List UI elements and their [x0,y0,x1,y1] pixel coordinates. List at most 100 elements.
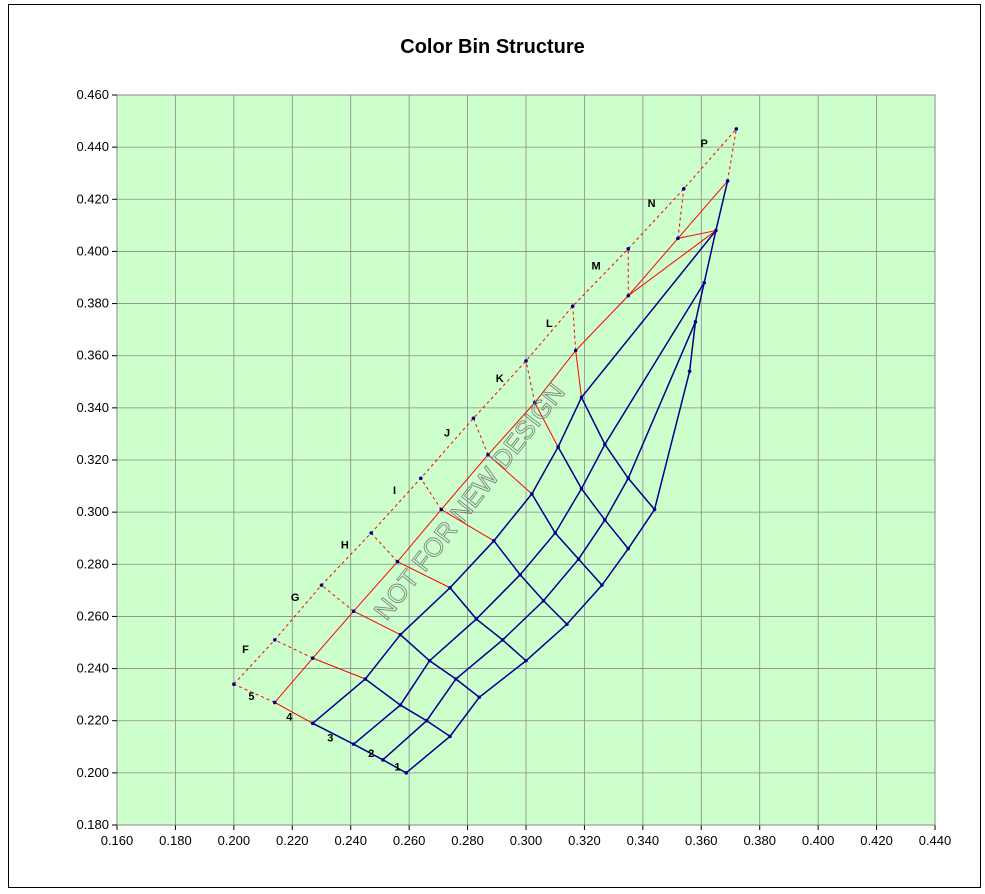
data-point-marker [565,622,569,627]
data-point-marker [603,518,607,522]
x-tick-label: 0.420 [860,833,893,848]
bin-label: G [291,592,300,604]
red-dashed-cross-line [677,188,685,239]
data-point-marker [541,598,546,603]
data-point-marker [424,718,429,723]
data-point-marker [363,677,368,681]
y-tick-label: 0.260 [76,608,109,623]
red-cross-line [441,509,495,542]
x-tick-label: 0.160 [101,833,134,848]
data-point-marker [477,695,482,700]
data-point-marker [600,583,604,587]
red-boundary-line [274,350,577,703]
red-boundary-line [575,180,728,351]
y-tick-label: 0.400 [76,243,109,258]
x-tick-label: 0.380 [743,833,776,848]
data-point-marker [681,187,686,191]
bin-label: K [496,373,504,385]
data-point-marker [474,617,479,621]
data-point-marker [603,442,607,447]
red-cross-line [274,702,313,724]
bin-label: F [242,644,249,656]
data-point-marker [725,179,730,183]
data-point-marker [398,703,403,707]
data-point-marker [518,572,522,577]
y-tick-label: 0.180 [76,817,109,832]
red-cross-line [397,561,451,589]
y-tick-label: 0.420 [76,191,109,206]
data-point-marker [471,416,476,421]
data-point-marker [524,658,528,663]
data-point-marker [448,734,452,739]
red-dashed-cross-line [472,418,489,455]
blue-cross-line [364,678,451,737]
data-point-marker [492,539,496,543]
y-tick-label: 0.440 [76,139,109,154]
data-point-marker [573,348,578,353]
data-point-marker [524,359,528,363]
bin-label: N [648,198,656,210]
red-dashed-cross-line [233,683,275,703]
data-point-marker [626,546,631,551]
data-point-marker [570,304,575,308]
y-tick-label: 0.340 [76,400,109,415]
x-tick-label: 0.280 [451,833,484,848]
red-cross-line [353,610,401,636]
y-tick-label: 0.300 [76,504,109,519]
red-dashed-cross-line [370,532,398,563]
data-point-marker [395,559,400,564]
data-point-marker [532,400,537,405]
data-point-marker [579,395,584,400]
chart-title: Color Bin Structure [400,36,585,58]
red-dashed-cross-line [525,360,536,403]
red-dashed-cross-line [727,128,737,182]
red-dashed-cross-line [572,306,577,351]
data-point-marker [310,656,315,660]
red-dashed-cross-line [420,477,442,510]
y-tick-label: 0.460 [76,87,109,102]
bin-label: P [701,138,708,150]
red-cross-line [627,230,717,297]
data-point-marker [579,486,584,491]
bin-label: 5 [248,691,254,703]
data-point-marker [398,632,403,637]
x-tick-label: 0.320 [568,833,601,848]
y-tick-label: 0.200 [76,765,109,780]
red-dashed-boundary [233,128,737,685]
data-point-marker [381,758,385,762]
data-point-marker [448,585,452,590]
x-tick-label: 0.260 [393,833,426,848]
data-point-marker [439,507,444,512]
x-tick-label: 0.200 [218,833,251,848]
data-point-marker [626,476,631,481]
red-cross-line [312,657,366,680]
x-tick-label: 0.340 [627,833,660,848]
blue-cross-line [688,230,717,372]
data-point-marker [427,658,432,663]
data-point-marker [556,445,560,449]
data-point-marker [232,682,236,687]
data-point-marker [626,247,631,251]
bin-label: I [393,485,396,497]
red-cross-line [534,402,559,448]
y-tick-label: 0.220 [76,713,109,728]
blue-cross-line [580,397,656,511]
blue-cross-line [399,634,480,698]
y-tick-label: 0.380 [76,296,109,311]
data-point-marker [652,507,657,512]
x-tick-label: 0.400 [802,833,835,848]
y-tick-label: 0.320 [76,452,109,467]
blue-cross-line [449,587,527,662]
data-point-marker [626,293,631,298]
data-point-marker [404,771,409,775]
x-tick-label: 0.300 [510,833,543,848]
data-point-marker [351,742,356,746]
data-point-marker [454,677,458,681]
red-cross-line [487,454,533,495]
y-tick-label: 0.240 [76,661,109,676]
data-point-marker [486,452,490,457]
bin-label: H [341,540,349,552]
bin-label: 2 [368,748,374,760]
data-point-marker [319,583,324,587]
